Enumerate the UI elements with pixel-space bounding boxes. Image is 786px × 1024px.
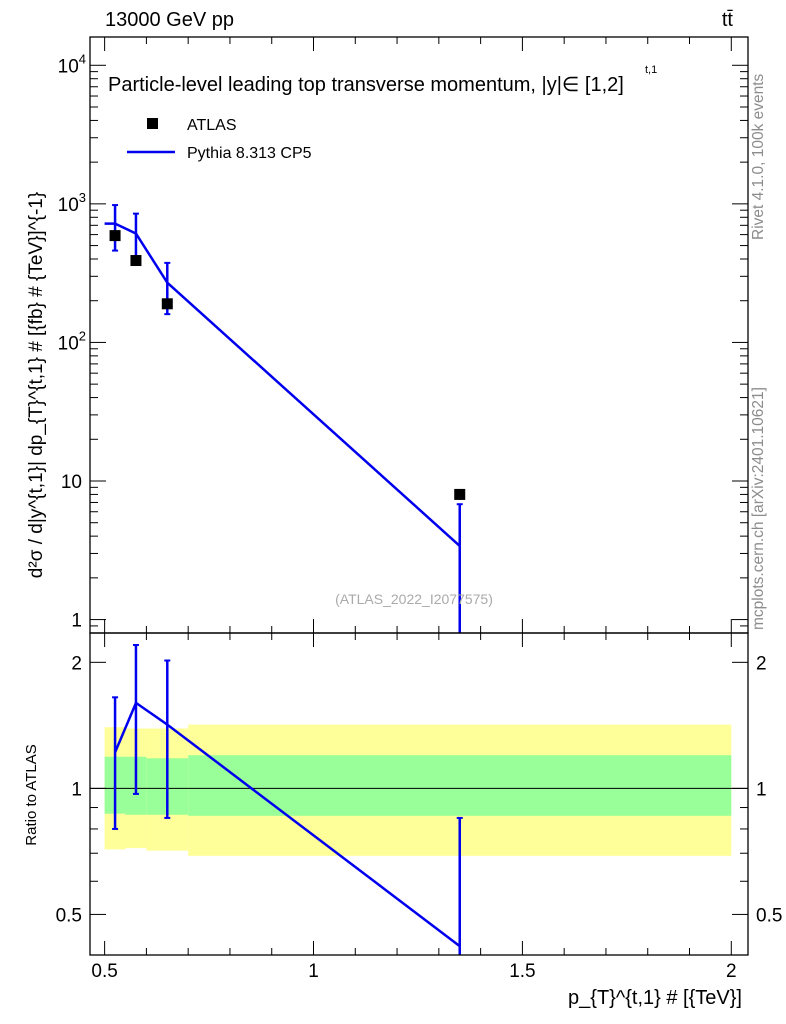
y-tick-label: 2 [71, 653, 82, 674]
analysis-watermark: (ATLAS_2022_I2077575) [335, 591, 493, 607]
legend-atlas-label: ATLAS [187, 117, 237, 134]
main-y-axis-label: d²σ / d|y^{t,1}| dp_{T}^{t,1} # [{fb} # … [26, 192, 47, 578]
x-tick-label: 2 [726, 961, 737, 982]
header-left: 13000 GeV pp [105, 9, 234, 31]
x-tick-label: 1 [308, 961, 319, 982]
ratio-panel: 0.5 1 1.5 2 0.5 0.5 1 1 2 2 [56, 632, 782, 982]
y-tick-label: 10 [61, 472, 82, 493]
legend: ATLAS Pythia 8.313 CP5 [127, 117, 312, 162]
pythia-line [104, 222, 461, 547]
x-tick-label: 0.5 [91, 961, 117, 982]
y-tick-label-right: 2 [756, 653, 767, 674]
legend-pythia-label: Pythia 8.313 CP5 [187, 145, 312, 162]
y-tick-label: 0.5 [56, 905, 82, 926]
atlas-point [454, 488, 466, 500]
chart-title-superscript: t,1 [645, 64, 657, 76]
rivet-note: Rivet 4.1.0, 100k events [750, 73, 767, 240]
uncertainty-band-inner [188, 755, 732, 816]
mcplots-note: mcplots.cern.ch [arXiv:2401.10621] [750, 387, 767, 630]
y-tick-label-right: 0.5 [756, 905, 782, 926]
atlas-point [109, 230, 121, 242]
chart-title: Particle-level leading top transverse mo… [108, 74, 624, 96]
legend-atlas-marker [147, 118, 158, 129]
main-panel: 1 10 102 103 104 [58, 36, 749, 634]
ratio-y-axis-label: Ratio to ATLAS [23, 744, 40, 845]
y-tick-label: 1 [71, 779, 82, 800]
atlas-point [130, 255, 142, 267]
header-right: tt̄ [722, 9, 734, 31]
ratio-plot-frame [89, 632, 749, 956]
x-axis-label: p_{T}^{t,1} # [{TeV}] [568, 987, 742, 1009]
x-tick-label: 1.5 [509, 961, 535, 982]
ratio-pythia-line [113, 700, 461, 948]
y-tick-label: 103 [58, 190, 86, 216]
y-tick-label: 102 [58, 328, 86, 354]
y-tick-label-right: 1 [756, 779, 767, 800]
atlas-point [161, 298, 173, 310]
y-tick-label: 104 [58, 51, 86, 77]
y-tick-label: 1 [71, 611, 82, 632]
